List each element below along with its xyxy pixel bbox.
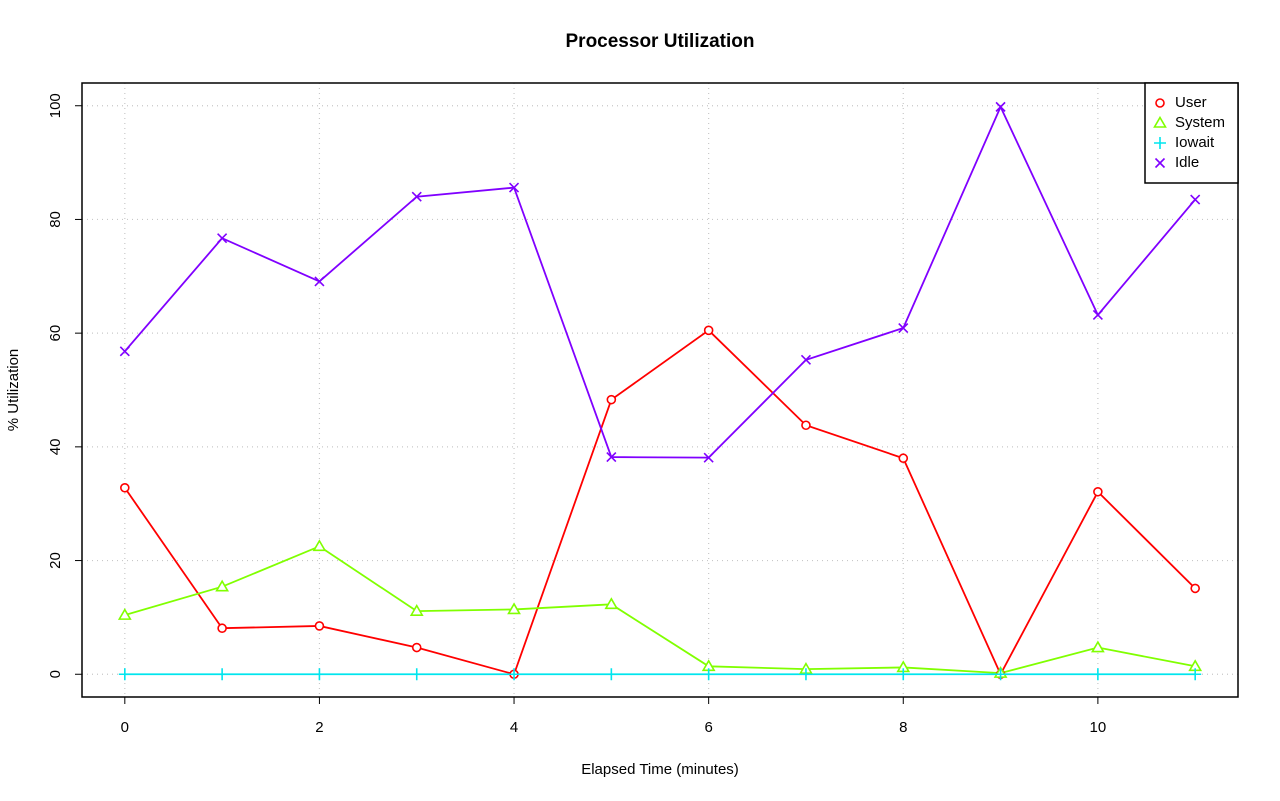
marker (703, 452, 714, 463)
marker (1153, 115, 1167, 128)
y-axis-label: % Utilization (5, 349, 22, 432)
y-tick-label: 80 (47, 211, 64, 228)
marker (1092, 309, 1103, 321)
marker (605, 668, 618, 681)
y-tick-label: 100 (47, 93, 64, 118)
marker (995, 101, 1006, 112)
marker (604, 597, 619, 610)
marker (216, 668, 229, 681)
marker (508, 668, 521, 681)
marker (217, 233, 228, 244)
marker (606, 452, 617, 463)
marker (898, 453, 909, 464)
chart-title: Processor Utilization (566, 31, 755, 52)
marker (703, 325, 714, 336)
marker (1190, 583, 1200, 594)
y-tick-label: 60 (47, 325, 64, 342)
y-tick-label: 20 (47, 552, 64, 569)
plot-frame (81, 82, 1239, 698)
marker (312, 539, 327, 552)
marker (1154, 157, 1166, 169)
marker (994, 668, 1007, 681)
marker (801, 420, 811, 431)
marker (120, 482, 130, 493)
marker (1155, 98, 1165, 108)
marker (215, 579, 230, 592)
marker (702, 668, 715, 681)
marker (118, 668, 131, 681)
marker (411, 642, 422, 653)
marker (800, 354, 812, 365)
series-line (124, 329, 1196, 677)
series-line (124, 545, 1196, 675)
marker (507, 602, 521, 615)
x-tick-label: 0 (121, 719, 129, 736)
x-tick-label: 8 (899, 719, 907, 736)
marker (409, 604, 424, 616)
legend-label: System (1175, 114, 1225, 131)
marker (314, 276, 325, 287)
series-line (124, 104, 1196, 459)
marker (217, 623, 227, 634)
legend-label: Iowait (1175, 134, 1215, 151)
marker (1190, 194, 1201, 205)
marker (898, 322, 909, 334)
legend-label: User (1175, 94, 1207, 111)
marker (799, 668, 812, 681)
marker (1189, 668, 1202, 681)
marker (1154, 137, 1166, 149)
marker (119, 346, 130, 357)
marker (410, 668, 423, 681)
marker (117, 608, 132, 620)
legend-label: Idle (1175, 154, 1199, 171)
y-tick-label: 40 (47, 439, 64, 456)
marker (1090, 640, 1105, 653)
x-tick-label: 6 (704, 719, 712, 736)
x-tick-label: 2 (315, 719, 323, 736)
marker (897, 668, 910, 681)
marker (1093, 486, 1103, 497)
marker (606, 394, 617, 405)
marker (1091, 668, 1104, 681)
y-tick-label: 0 (47, 670, 64, 678)
x-axis-label: Elapsed Time (minutes) (581, 761, 739, 778)
marker (313, 668, 326, 681)
x-tick-label: 10 (1090, 719, 1107, 736)
x-tick-label: 4 (510, 719, 518, 736)
marker (508, 182, 520, 193)
marker (411, 191, 422, 202)
marker (314, 621, 325, 631)
